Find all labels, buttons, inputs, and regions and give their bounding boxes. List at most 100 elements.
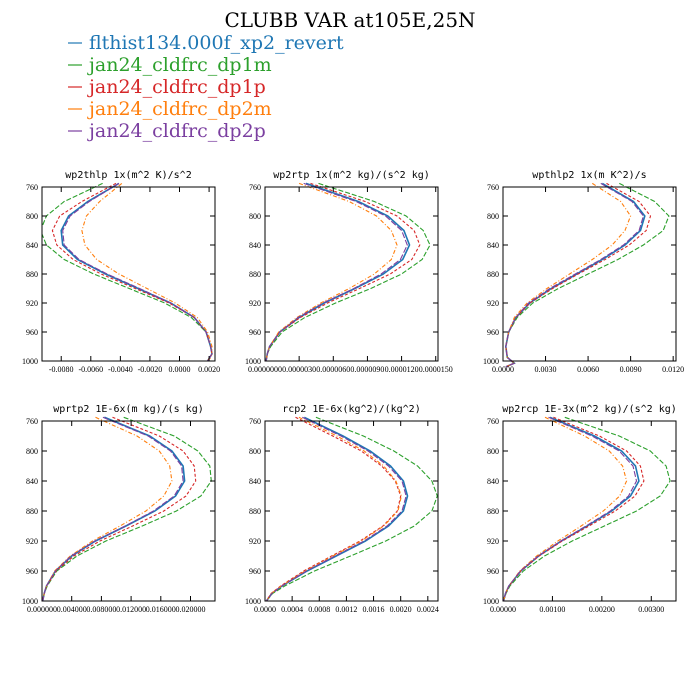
panel-5: rcp2 1E-6x(kg^2)/(kg^2) 760 800 840 880 920 96…	[245, 404, 439, 614]
series-line-3	[505, 182, 652, 368]
x-tick-label: 0.0020	[390, 605, 412, 614]
series-line-4	[505, 182, 632, 368]
plot-frame	[502, 186, 677, 362]
x-tick-label: 0.004000	[57, 605, 87, 614]
y-tick-label: 800	[487, 212, 499, 221]
panel-title: wp2rcp 1E-3x(m^2 kg)/(s^2 kg)	[502, 404, 677, 415]
y-tick-label: 800	[487, 447, 499, 456]
y-tick-label: 1000	[22, 597, 38, 606]
series-line-3	[265, 182, 421, 362]
y-tick-label: 880	[487, 507, 499, 516]
y-tick-label: 960	[249, 567, 261, 576]
panel-title: wp2rtp 1x(m^2 kg)/(s^2 kg)	[273, 170, 430, 181]
series-line-5	[62, 182, 213, 362]
x-tick-label: -0.0080	[49, 365, 74, 374]
legend-entry: jan24_cldfrc_dp1p	[87, 76, 266, 98]
panel-6: wp2rcp 1E-3x(m^2 kg)/(s^2 kg)760 800 840 88…	[483, 404, 677, 614]
x-tick-label: 0.008000	[86, 605, 116, 614]
series-line-3	[503, 416, 645, 602]
y-tick-label: 760	[249, 417, 261, 426]
series-group	[503, 416, 671, 602]
x-tick-label: 0.0000	[254, 605, 276, 614]
y-tick-label: 760	[487, 417, 499, 426]
y-tick-label: 1000	[483, 597, 499, 606]
y-tick-label: 1000	[245, 597, 261, 606]
series-line-3	[51, 182, 213, 362]
y-tick-label: 800	[249, 212, 261, 221]
x-tick-label: -0.0060	[78, 365, 103, 374]
x-tick-label: 0.00200	[589, 605, 615, 614]
series-line-3	[42, 416, 197, 602]
x-tick-label: 0.0000150	[419, 365, 453, 374]
y-tick-label: 960	[487, 328, 499, 337]
y-tick-label: 960	[26, 328, 38, 337]
x-tick-label: 0.0000	[492, 365, 514, 374]
y-tick-label: 840	[249, 241, 261, 250]
y-tick-label: 880	[26, 270, 38, 279]
series-line-2	[265, 182, 431, 362]
y-tick-label: 800	[26, 447, 38, 456]
series-group	[42, 182, 213, 362]
x-tick-label: 0.0004	[281, 605, 303, 614]
y-tick-label: 760	[26, 417, 38, 426]
series-group	[42, 416, 212, 602]
y-tick-label: 840	[487, 477, 499, 486]
y-tick-label: 840	[26, 241, 38, 250]
y-tick-label: 1000	[22, 357, 38, 366]
x-tick-label: 0.016000	[146, 605, 176, 614]
x-tick-label: 0.0030	[535, 365, 557, 374]
x-tick-label: 0.0008	[308, 605, 330, 614]
x-tick-label: 0.0024	[417, 605, 439, 614]
x-tick-label: 0.0000120	[385, 365, 419, 374]
legend-entry: jan24_cldfrc_dp1m	[87, 54, 272, 76]
y-tick-label: 840	[249, 477, 261, 486]
panel-title: wprtp2 1E-6x(m kg)/(s kg)	[53, 404, 204, 415]
panel-2: wp2rtp 1x(m^2 kg)/(s^2 kg) 760 800 840 880 92…	[245, 170, 453, 374]
legend-entry: jan24_cldfrc_dp2p	[87, 120, 266, 142]
x-tick-label: -0.0040	[108, 365, 133, 374]
figure-title: CLUBB VAR at105E,25N	[224, 8, 475, 32]
y-tick-label: 800	[26, 212, 38, 221]
panel-1: wp2thlp 1x(m^2 K)/s^2 760 800 840 880 920 960 1…	[22, 170, 220, 374]
x-tick-label: -0.0020	[138, 365, 163, 374]
series-line-1	[503, 416, 640, 602]
series-line-5	[503, 416, 638, 602]
y-tick-label: 920	[249, 537, 261, 546]
y-tick-label: 880	[487, 270, 499, 279]
series-line-2	[503, 416, 671, 602]
series-line-4	[42, 416, 173, 602]
panel-4: wprtp2 1E-6x(m kg)/(s kg) 760 800 840 880 920…	[22, 404, 216, 614]
series-line-5	[42, 416, 184, 602]
plot-frame	[41, 420, 216, 602]
panel-3: wpthlp2 1x(m K^2)/s 760 800 840 880 920 960 100…	[483, 170, 684, 374]
x-tick-label: 0.0016	[363, 605, 385, 614]
y-tick-label: 1000	[483, 357, 499, 366]
series-group	[265, 416, 438, 602]
series-line-2	[42, 182, 213, 362]
y-tick-label: 920	[487, 299, 499, 308]
x-tick-label: 0.0060	[577, 365, 599, 374]
y-tick-label: 920	[487, 537, 499, 546]
series-line-4	[81, 182, 213, 362]
y-tick-label: 800	[249, 447, 261, 456]
y-tick-label: 880	[249, 270, 261, 279]
x-tick-label: 0.00100	[539, 605, 565, 614]
series-line-1	[265, 182, 411, 362]
y-tick-label: 880	[26, 507, 38, 516]
series-group	[265, 182, 431, 362]
plot-frame	[264, 420, 439, 602]
y-tick-label: 760	[487, 183, 499, 192]
y-tick-label: 960	[249, 328, 261, 337]
x-tick-label: 0.00000	[490, 605, 516, 614]
y-tick-label: 920	[26, 537, 38, 546]
x-tick-label: 0.0120	[662, 365, 684, 374]
x-tick-label: 0.020000	[175, 605, 205, 614]
legend: flthist134.000f_xp2_revertjan24_cldfrc_d…	[68, 32, 344, 142]
y-tick-label: 760	[26, 183, 38, 192]
series-line-2	[265, 416, 438, 602]
series-line-4	[265, 416, 402, 602]
panel-title: rcp2 1E-6x(kg^2)/(kg^2)	[282, 404, 420, 415]
legend-entry: jan24_cldfrc_dp2m	[87, 98, 272, 120]
x-tick-label: 0.0000090	[350, 365, 384, 374]
panel-title: wpthlp2 1x(m K^2)/s	[532, 170, 646, 181]
